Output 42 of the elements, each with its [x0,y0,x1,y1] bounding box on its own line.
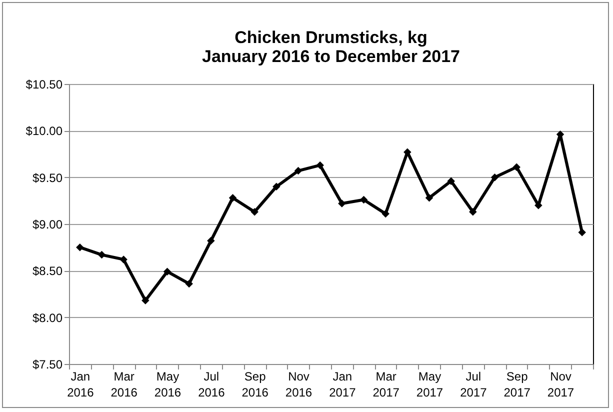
x-tick-label: May 2016 [154,370,182,400]
point [447,177,455,185]
x-tick-label: Jan 2017 [329,370,356,400]
y-tick-label: $7.50 [32,358,63,372]
x-tick-label: Jul 2017 [460,370,488,400]
x-tick-label: Mar 2017 [372,370,400,400]
x-tick-label: Jul 2016 [198,370,226,400]
chart-subtitle: January 2016 to December 2017 [202,47,460,66]
x-tick-label: May 2017 [416,370,444,400]
x-tick-label: Mar 2016 [110,370,138,400]
point [207,236,215,245]
chart-title: Chicken Drumsticks, kg [234,28,428,47]
point [142,296,150,304]
point [98,250,106,259]
point [512,163,520,171]
point [272,182,280,191]
y-tick-label: $9.00 [32,218,63,232]
y-tick-label: $9.50 [32,170,63,185]
x-tick-label: Sep 2017 [504,370,531,400]
point [490,173,499,182]
point [76,243,84,252]
point [469,208,477,216]
point [163,268,172,276]
point [338,200,346,208]
point [228,194,237,202]
x-tick-label: Jan 2016 [67,370,94,400]
point [185,280,193,288]
x-tick-label: Nov 2016 [285,370,312,400]
x-tick-label: Nov 2017 [547,370,574,400]
point [120,256,128,264]
x-tick-label: Sep 2016 [242,370,269,400]
point [425,194,434,202]
y-tick-label: $10.50 [26,78,63,92]
point [382,210,390,218]
y-tick-label: $8.50 [32,264,63,278]
y-tick-label: $10.00 [26,124,63,138]
point [294,166,302,175]
point [316,161,324,170]
point [250,208,258,216]
point [578,228,586,236]
y-tick-label: $8.00 [32,310,63,325]
point [360,196,368,204]
